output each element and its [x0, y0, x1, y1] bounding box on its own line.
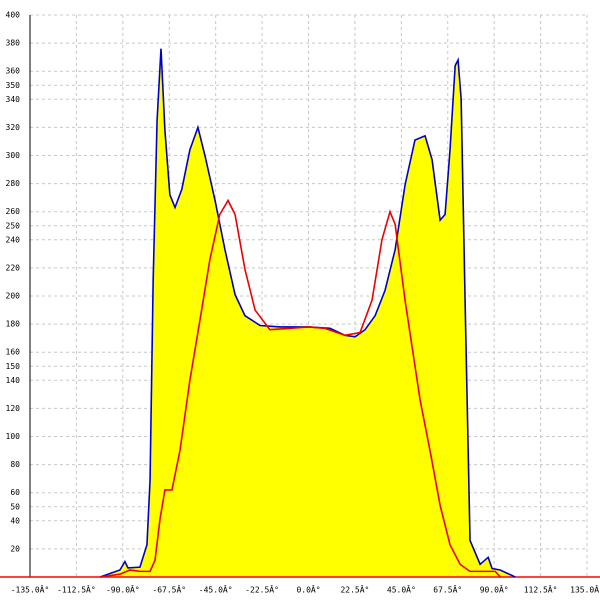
- y-tick-label: 160: [6, 348, 21, 357]
- y-tick-label: 80: [10, 460, 20, 469]
- x-tick-label: -112.5Â°: [57, 584, 96, 595]
- y-tick-label: 360: [6, 67, 21, 76]
- x-tick-label: -67.5Â°: [152, 584, 186, 595]
- y-tick-label: 280: [6, 179, 21, 188]
- x-tick-label: -22.5Â°: [245, 584, 279, 595]
- y-tick-label: 200: [6, 292, 21, 301]
- line: [100, 198, 501, 578]
- y-tick-label: 120: [6, 404, 21, 413]
- x-tick-label: 135.0Â°: [570, 584, 600, 595]
- x-tick-label: 67.5Â°: [433, 584, 462, 595]
- y-tick-label: 50: [10, 502, 20, 511]
- y-tick-label: 220: [6, 263, 21, 272]
- y-tick-label: 240: [6, 235, 21, 244]
- x-tick-label: -135.0Â°: [11, 584, 50, 595]
- y-tick-label: 150: [6, 362, 21, 371]
- y-tick-label: 40: [10, 516, 20, 525]
- x-tick-label: 0.0Â°: [296, 584, 320, 595]
- y-tick-label: 300: [6, 151, 21, 160]
- x-tick-label: 22.5Â°: [340, 584, 369, 595]
- x-tick-label: 90.0Â°: [480, 584, 509, 595]
- x-tick-label: 112.5Â°: [524, 584, 558, 595]
- y-tick-label: 350: [6, 81, 21, 90]
- y-tick-label: 100: [6, 432, 21, 441]
- y-tick-label: 380: [6, 39, 21, 48]
- y-tick-label: 320: [6, 123, 21, 132]
- y-tick-label: 400: [6, 11, 21, 20]
- y-tick-label: 140: [6, 376, 21, 385]
- y-tick-label: 260: [6, 207, 21, 216]
- x-tick-label: -90.0Â°: [106, 584, 140, 595]
- y-tick-label: 180: [6, 320, 21, 329]
- y-tick-label: 340: [6, 95, 21, 104]
- x-tick-label: 45.0Â°: [387, 584, 416, 595]
- x-tick-label: -45.0Â°: [199, 584, 233, 595]
- y-tick-label: 20: [10, 544, 20, 553]
- y-tick-label: 250: [6, 221, 21, 230]
- area: [100, 48, 516, 578]
- y-tick-label: 60: [10, 488, 20, 497]
